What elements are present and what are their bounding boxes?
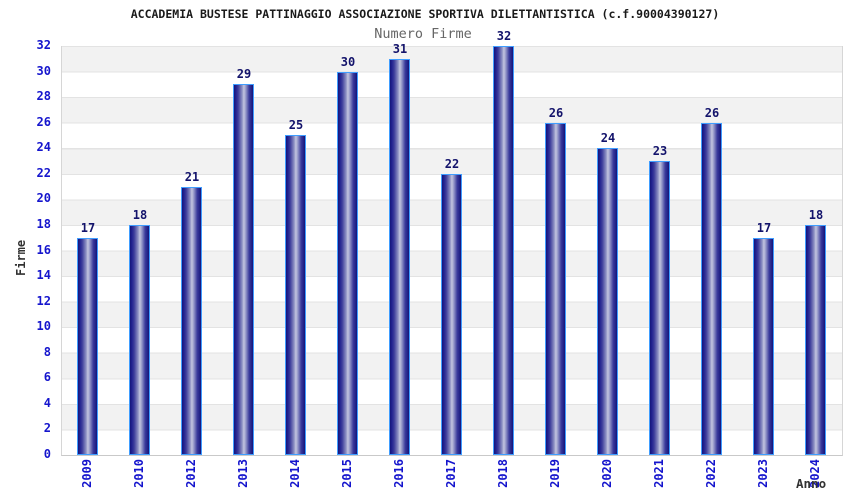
x-tick-label-text: 2021 — [652, 459, 666, 488]
x-tick-label: 2009 — [61, 459, 113, 500]
x-tick-label: 2017 — [425, 459, 477, 500]
x-tick-label: 2022 — [685, 459, 737, 500]
y-tick-label: 6 — [43, 370, 51, 385]
y-tick-label: 20 — [36, 191, 51, 206]
bar-slot: 30 — [322, 46, 374, 455]
x-axis-title: Anno — [796, 476, 827, 491]
bar-slot: 26 — [530, 46, 582, 455]
bar — [76, 237, 98, 455]
bar-slot: 21 — [166, 46, 218, 455]
x-tick-label: 2013 — [217, 459, 269, 500]
x-tick-label-text: 2010 — [132, 459, 146, 488]
x-tick-label-text: 2009 — [80, 459, 94, 488]
x-tick-label: 2016 — [373, 459, 425, 500]
bar-value-label: 17 — [756, 220, 772, 235]
bar-value-label: 29 — [236, 67, 252, 82]
plot-area: 17 18 21 29 25 30 31 22 32 26 24 23 26 17 18 — [61, 29, 843, 456]
bar-slot: 17 — [62, 46, 114, 455]
chart-subtitle: Numero Firme — [374, 26, 472, 42]
bar-slot: 18 — [114, 46, 166, 455]
bar — [336, 71, 358, 455]
bar — [648, 161, 670, 455]
bar-slot: 17 — [738, 46, 790, 455]
bar-slot: 29 — [218, 46, 270, 455]
bar-value-label: 26 — [704, 105, 720, 120]
x-tick-label-text: 2018 — [496, 459, 510, 488]
x-tick-label-text: 2014 — [288, 459, 302, 488]
bar-value-label: 30 — [340, 54, 356, 69]
bar — [180, 186, 202, 455]
x-tick-label-text: 2015 — [340, 459, 354, 488]
bar-slot: 22 — [426, 46, 478, 455]
bar — [388, 58, 410, 455]
bar — [544, 122, 566, 455]
bar — [700, 122, 722, 455]
x-tick-label: 2023 — [737, 459, 789, 500]
bar — [284, 135, 306, 455]
bar — [128, 224, 150, 455]
y-tick-label: 24 — [36, 140, 51, 155]
bar — [752, 237, 774, 455]
bar — [492, 46, 514, 455]
chart-title: ACCADEMIA BUSTESE PATTINAGGIO ASSOCIAZIO… — [130, 7, 720, 21]
bar-slot: 32 — [478, 29, 530, 455]
y-tick-label: 18 — [36, 216, 51, 231]
bar-value-label: 24 — [600, 131, 616, 146]
x-tick-label: 2020 — [581, 459, 633, 500]
y-tick-label: 14 — [36, 268, 51, 283]
bar-value-label: 32 — [496, 29, 512, 43]
x-tick-label-text: 2013 — [236, 459, 250, 488]
x-tick-label-text: 2017 — [444, 459, 458, 488]
bar-value-label: 18 — [808, 207, 824, 222]
y-tick-label: 28 — [36, 89, 51, 104]
x-tick-label: 2015 — [321, 459, 373, 500]
y-tick-label: 10 — [36, 319, 51, 334]
x-tick-label: 2021 — [633, 459, 685, 500]
y-tick-label: 2 — [43, 421, 51, 436]
x-tick-label-text: 2022 — [704, 459, 718, 488]
bar-value-label: 21 — [184, 169, 200, 184]
bar-slot: 23 — [634, 46, 686, 455]
y-tick-label: 8 — [43, 344, 51, 359]
bar-value-label: 25 — [288, 118, 304, 133]
x-tick-label: 2018 — [477, 459, 529, 500]
y-tick-label: 12 — [36, 293, 51, 308]
x-tick-label-text: 2012 — [184, 459, 198, 488]
y-tick-label: 30 — [36, 63, 51, 78]
y-tick-label: 16 — [36, 242, 51, 257]
bar-value-label: 18 — [132, 207, 148, 222]
y-tick-label: 0 — [43, 447, 51, 461]
bar-slot: 25 — [270, 46, 322, 455]
x-tick-label-text: 2020 — [600, 459, 614, 488]
bar-value-label: 17 — [80, 220, 96, 235]
x-tick-label: 2019 — [529, 459, 581, 500]
bar-slot: 18 — [790, 46, 842, 455]
y-tick-label: 22 — [36, 165, 51, 180]
x-tick-label: 2012 — [165, 459, 217, 500]
bar-slot: 31 — [374, 42, 426, 455]
bar — [232, 84, 254, 455]
bar-slot: 24 — [582, 46, 634, 455]
bar — [804, 224, 826, 455]
x-tick-label-text: 2016 — [392, 459, 406, 488]
x-tick-label: 2014 — [269, 459, 321, 500]
bar-value-label: 23 — [652, 144, 668, 159]
x-tick-label: 2010 — [113, 459, 165, 500]
bar-value-label: 22 — [444, 156, 460, 171]
x-tick-label-text: 2019 — [548, 459, 562, 488]
x-tick-label-text: 2023 — [756, 459, 770, 488]
bar — [440, 173, 462, 455]
y-tick-label: 32 — [36, 38, 51, 52]
y-tick-label: 4 — [43, 395, 51, 410]
y-tick-label: 26 — [36, 114, 51, 129]
bar-value-label: 26 — [548, 105, 564, 120]
bar-slot: 26 — [686, 46, 738, 455]
bar-value-label: 31 — [392, 41, 408, 56]
bar — [596, 148, 618, 455]
